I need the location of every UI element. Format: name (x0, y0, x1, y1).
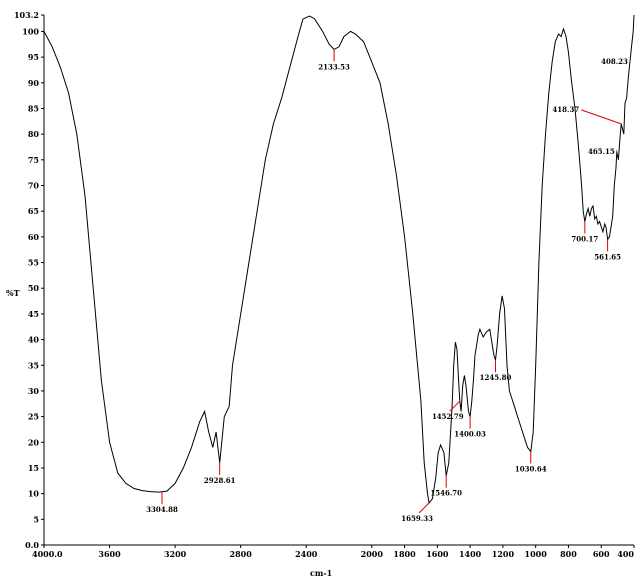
y-tick-label: 40 (28, 335, 40, 345)
y-tick-label: 75 (28, 155, 39, 165)
y-tick-label: 15 (28, 463, 39, 473)
x-tick-label: 400 (617, 549, 634, 559)
peak-label: 2928.61 (204, 476, 236, 485)
peak-marker (449, 400, 461, 412)
x-tick-label: 2400 (295, 549, 318, 559)
x-ticks: 4000.0 3600 3200 2800 2400 2000 1800 1600 1400 12… (32, 545, 635, 559)
y-tick-label: 80 (28, 129, 40, 139)
peak-label: 408.23 (601, 57, 628, 66)
y-tick-label: 50 (28, 283, 40, 293)
y-tick-label: 10 (28, 489, 40, 499)
plot-area: 0.0 5 10 15 20 25 30 35 40 45 50 55 60 65 70 75 80 85 90 95… (14, 10, 635, 559)
peak-annotations: 3304.88 2928.61 2133.53 1659.33 1546.70 1452.… (146, 49, 631, 523)
peak-label: 1400.03 (454, 430, 486, 439)
y-tick-label: 100 (22, 26, 39, 36)
y-tick-label: 65 (28, 206, 39, 216)
peak-label: 1030.64 (515, 465, 547, 474)
peak-label: 3304.88 (146, 505, 178, 514)
y-tick-label: 95 (28, 52, 39, 62)
x-tick-label: 3200 (164, 549, 187, 559)
y-tick-label: 45 (28, 309, 39, 319)
spectrum-series-line (43, 14, 635, 505)
peak-label: 1452.79 (432, 412, 464, 421)
x-tick-label: 1400 (459, 549, 482, 559)
peak-label: 700.17 (571, 234, 598, 243)
peak-label: 1546.70 (430, 489, 462, 498)
peak-label: 2133.53 (318, 62, 350, 71)
y-tick-label: 85 (28, 103, 39, 113)
x-tick-label: 1800 (393, 549, 416, 559)
x-tick-label: 1000 (525, 549, 548, 559)
x-tick-label: 1600 (426, 549, 449, 559)
peak-marker (418, 502, 430, 514)
y-tick-label: 35 (28, 360, 39, 370)
y-tick-label: 0.0 (25, 540, 39, 550)
y-tick-label: 60 (28, 232, 40, 242)
x-tick-label: 800 (560, 549, 577, 559)
peak-label: 561.65 (594, 252, 621, 261)
y-tick-label: 5 (33, 514, 39, 524)
y-tick-label: 90 (28, 78, 40, 88)
peak-label: 1659.33 (401, 514, 433, 523)
x-tick-label: 2800 (230, 549, 253, 559)
peak-label: 465.15 (588, 147, 615, 156)
x-tick-label: 1200 (492, 549, 515, 559)
peak-label: 418.37 (552, 105, 579, 114)
x-tick-label: 4000.0 (32, 549, 63, 559)
y-tick-label: 25 (28, 412, 39, 422)
x-axis-label: cm-1 (310, 568, 332, 578)
y-tick-label: 30 (28, 386, 40, 396)
y-ticks: 0.0 5 10 15 20 25 30 35 40 45 50 55 60 65 70 75 80 85 90 95… (14, 10, 44, 550)
peak-marker (581, 109, 622, 125)
y-tick-label: 103.2 (14, 10, 39, 20)
x-tick-label: 3600 (98, 549, 121, 559)
y-tick-label: 70 (28, 181, 40, 191)
y-tick-label: 20 (28, 437, 40, 447)
x-tick-label: 2000 (361, 549, 384, 559)
y-axis-label: %T (6, 288, 20, 298)
y-tick-label: 55 (28, 258, 39, 268)
x-tick-label: 600 (593, 549, 610, 559)
peak-label: 1245.80 (480, 373, 512, 382)
